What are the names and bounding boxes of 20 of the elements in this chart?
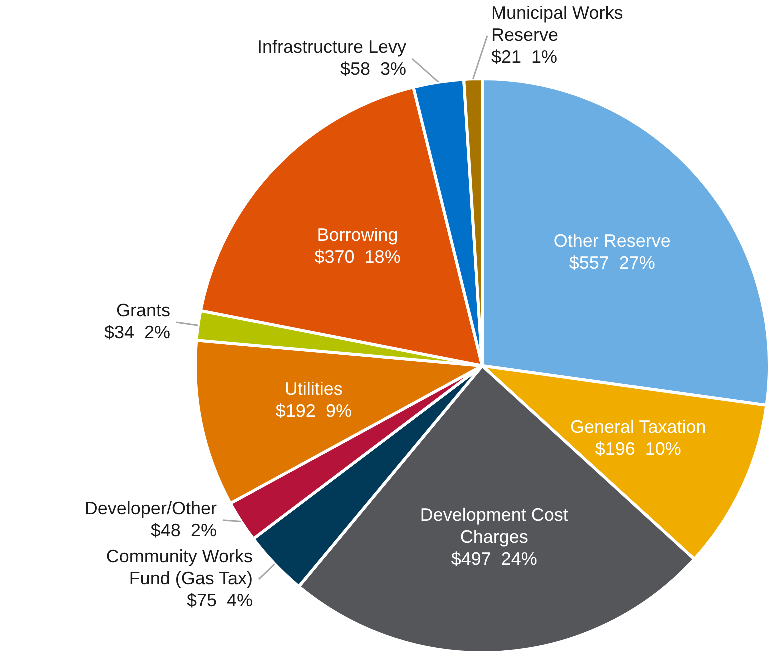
slice-label: Development Cost Charges [420, 504, 568, 547]
slice-label: Developer/Other [84, 498, 217, 518]
data-label: $34 2% [104, 322, 171, 343]
slice-label: Utilities [284, 379, 343, 400]
slice-label: Municipal Works Reserve [492, 2, 624, 45]
data-label: $58 3% [340, 58, 406, 79]
slice-label: Infrastructure Levy [257, 36, 406, 57]
data-label: $497 24% [451, 548, 538, 569]
data-label: $75 4% [186, 590, 254, 610]
data-label: $21 1% [492, 46, 558, 67]
slice-label: Grants [116, 300, 171, 321]
data-label: $192 9% [276, 401, 352, 422]
data-label: $196 10% [595, 439, 682, 460]
slice-label: Community Works Fund (Gas Tax) [106, 546, 254, 588]
slice-label: General Taxation [570, 417, 706, 438]
slice-label: Borrowing [317, 225, 398, 246]
slice-label: Other Reserve [554, 230, 671, 251]
data-label: $557 27% [569, 252, 656, 273]
data-label: $370 18% [314, 247, 401, 268]
data-label: $48 2% [150, 520, 217, 540]
